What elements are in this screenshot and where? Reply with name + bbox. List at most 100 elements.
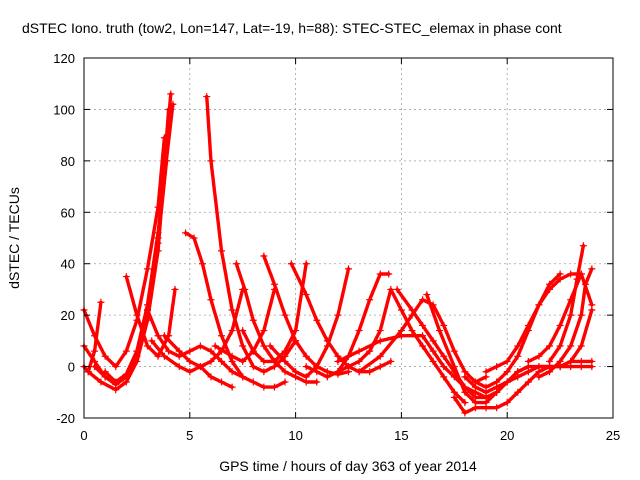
data-point bbox=[186, 368, 194, 376]
data-point bbox=[323, 337, 331, 345]
data-point bbox=[133, 311, 141, 319]
x-tick-label: 25 bbox=[606, 428, 620, 443]
y-tick-label: 0 bbox=[68, 360, 75, 375]
data-point bbox=[567, 342, 575, 350]
data-point bbox=[503, 378, 511, 386]
data-point bbox=[239, 342, 247, 350]
data-point bbox=[376, 337, 384, 345]
data-point bbox=[588, 357, 596, 365]
data-point bbox=[461, 399, 469, 407]
series-14 bbox=[239, 260, 310, 365]
data-point bbox=[228, 368, 236, 376]
x-tick-label: 10 bbox=[288, 428, 302, 443]
data-point bbox=[393, 285, 401, 293]
data-point bbox=[366, 347, 374, 355]
data-point bbox=[482, 383, 490, 391]
data-point bbox=[514, 373, 522, 381]
data-point bbox=[577, 357, 585, 365]
data-point bbox=[482, 404, 490, 412]
data-point bbox=[546, 342, 554, 350]
data-point bbox=[493, 378, 501, 386]
data-point bbox=[239, 373, 247, 381]
data-point bbox=[440, 363, 448, 371]
series-line bbox=[484, 272, 583, 374]
data-point bbox=[302, 260, 310, 268]
data-point bbox=[514, 388, 522, 396]
data-point bbox=[535, 352, 543, 360]
data-point bbox=[249, 378, 257, 386]
data-point bbox=[186, 347, 194, 355]
data-point bbox=[461, 373, 469, 381]
y-tick-label: 20 bbox=[61, 308, 75, 323]
series-line bbox=[124, 274, 177, 358]
data-point bbox=[260, 252, 268, 260]
data-point bbox=[546, 357, 554, 365]
data-point bbox=[175, 363, 183, 371]
data-point bbox=[461, 388, 469, 396]
data-point bbox=[112, 363, 120, 371]
data-point bbox=[397, 327, 405, 335]
data-point bbox=[239, 357, 247, 365]
data-point bbox=[450, 363, 458, 371]
series-0 bbox=[80, 134, 168, 371]
data-point bbox=[471, 404, 479, 412]
data-point bbox=[535, 363, 543, 371]
data-point bbox=[556, 275, 564, 283]
data-point bbox=[133, 347, 141, 355]
data-point bbox=[190, 234, 198, 242]
data-point bbox=[435, 327, 443, 335]
data-point bbox=[376, 363, 384, 371]
data-point bbox=[167, 90, 175, 98]
data-point bbox=[207, 357, 215, 365]
data-point bbox=[376, 352, 384, 360]
data-point bbox=[211, 342, 219, 350]
data-point bbox=[260, 383, 268, 391]
data-point bbox=[97, 298, 105, 306]
x-tick-label: 5 bbox=[186, 428, 193, 443]
data-point bbox=[270, 357, 278, 365]
data-point bbox=[143, 265, 151, 273]
data-point bbox=[408, 327, 416, 335]
data-point bbox=[546, 285, 554, 293]
data-point bbox=[292, 368, 300, 376]
data-point bbox=[524, 321, 532, 329]
data-point bbox=[292, 327, 300, 335]
data-point bbox=[249, 363, 257, 371]
series-5 bbox=[101, 100, 177, 386]
data-point bbox=[419, 332, 427, 340]
data-point bbox=[440, 321, 448, 329]
data-point bbox=[355, 347, 363, 355]
series-31 bbox=[556, 306, 596, 371]
chart-title: dSTEC Iono. truth (tow2, Lon=147, Lat=-1… bbox=[22, 20, 562, 36]
series-11 bbox=[160, 332, 236, 391]
data-point bbox=[376, 327, 384, 335]
data-point bbox=[450, 393, 458, 401]
data-point bbox=[493, 404, 501, 412]
data-point bbox=[503, 368, 511, 376]
data-point bbox=[397, 306, 405, 314]
series-29 bbox=[535, 265, 596, 381]
data-point bbox=[228, 306, 236, 314]
data-point bbox=[524, 357, 532, 365]
data-point bbox=[385, 270, 393, 278]
data-point bbox=[154, 332, 162, 340]
ticks: 0 5 10 15 20 25 -20 0 20 40 60 80 100 120 bbox=[53, 51, 620, 443]
series-26 bbox=[471, 270, 564, 391]
data-point bbox=[112, 378, 120, 386]
data-point bbox=[175, 347, 183, 355]
data-point bbox=[122, 370, 130, 378]
data-point bbox=[281, 357, 289, 365]
data-point bbox=[182, 229, 190, 237]
data-point bbox=[203, 93, 211, 101]
data-point bbox=[482, 368, 490, 376]
data-point bbox=[302, 373, 310, 381]
data-point bbox=[355, 357, 363, 365]
x-tick-label: 20 bbox=[500, 428, 514, 443]
data-point bbox=[577, 342, 585, 350]
series-23 bbox=[423, 291, 554, 407]
y-tick-label: -20 bbox=[56, 411, 75, 426]
data-point bbox=[355, 368, 363, 376]
data-point bbox=[567, 357, 575, 365]
data-point bbox=[249, 316, 257, 324]
